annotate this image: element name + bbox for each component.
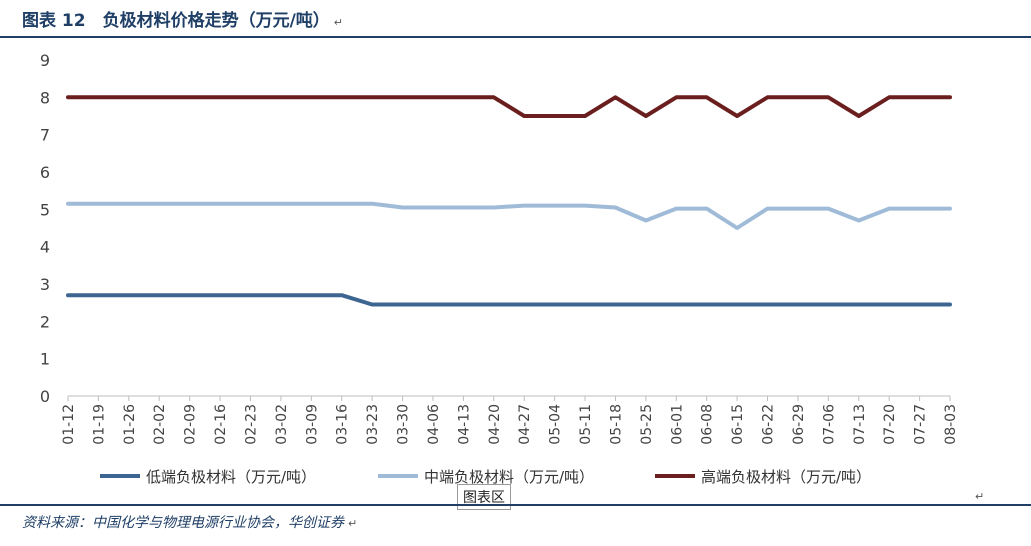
x-tick-label: 02-02	[152, 404, 168, 445]
x-tick-label: 06-29	[791, 404, 807, 445]
source-text: 资料来源：中国化学与物理电源行业协会，华创证券	[22, 515, 344, 531]
x-tick-label: 03-16	[335, 404, 351, 445]
axes	[67, 395, 951, 401]
x-tick-label: 07-06	[821, 404, 837, 445]
y-tick-label: 4	[40, 238, 50, 257]
series-lines	[66, 95, 952, 307]
y-tick-label: 5	[40, 200, 50, 219]
y-tick-label: 1	[40, 350, 50, 369]
y-tick-label: 0	[40, 387, 50, 406]
y-tick-label: 9	[40, 51, 50, 70]
x-tick-label: 06-15	[730, 404, 746, 445]
source-rule	[0, 504, 1031, 506]
y-tick-label: 6	[40, 163, 50, 182]
x-tick-label: 06-01	[669, 404, 685, 445]
x-tick-label: 04-06	[426, 404, 442, 445]
x-tick-label: 06-08	[700, 404, 716, 445]
x-tick-label: 03-30	[396, 404, 412, 445]
paragraph-mark: ↵	[333, 16, 344, 29]
x-tick-label: 04-13	[456, 404, 472, 445]
legend: 低端负极材料（万元/吨） 中端负极材料（万元/吨） 高端负极材料（万元/吨）	[100, 468, 871, 484]
legend-label-1: 中端负极材料（万元/吨）	[424, 468, 594, 484]
x-tick-label: 05-25	[639, 404, 655, 445]
x-tick-label: 05-11	[578, 404, 594, 445]
x-tick-label: 07-13	[852, 404, 868, 445]
x-tick-label: 03-23	[365, 404, 381, 445]
series-line-1	[66, 201, 952, 230]
x-tick-label: 04-20	[487, 404, 503, 445]
x-tick-label: 08-03	[943, 404, 959, 445]
figure-title-text: 图表 12 负极材料价格走势（万元/吨）	[22, 11, 330, 31]
chart-area-tooltip: 图表区	[457, 484, 511, 510]
y-tick-label: 3	[40, 275, 50, 294]
legend-label-0: 低端负极材料（万元/吨）	[146, 468, 316, 484]
x-tick-label: 04-27	[517, 404, 533, 445]
x-tick-label: 07-27	[913, 404, 929, 445]
y-tick-label: 7	[40, 126, 50, 145]
price-trend-chart: 0 1 2 3 4 5 6 7 8 9 01-12 01-19 01-26 02-02 02-09 02-1…	[40, 51, 959, 484]
source-paragraph-mark: ↵	[348, 517, 358, 530]
y-tick-label: 2	[40, 312, 50, 331]
series-line-0	[66, 293, 952, 307]
x-tick-label: 07-20	[882, 404, 898, 445]
x-tick-label: 01-19	[91, 404, 107, 445]
y-tick-labels: 0 1 2 3 4 5 6 7 8 9	[40, 51, 50, 406]
x-tick-label: 02-09	[183, 404, 199, 445]
x-tick-label: 05-18	[608, 404, 624, 445]
x-tick-label: 02-16	[213, 404, 229, 445]
x-tick-label: 01-26	[122, 404, 138, 445]
x-tick-label: 05-04	[548, 404, 564, 445]
x-tick-label: 03-09	[304, 404, 320, 445]
x-tick-label: 01-12	[61, 404, 77, 445]
paragraph-mark-right: ↵	[975, 490, 985, 503]
title-bar	[0, 0, 1031, 38]
source-note: 资料来源：中国化学与物理电源行业协会，华创证券 ↵	[22, 512, 357, 532]
legend-label-2: 高端负极材料（万元/吨）	[701, 468, 871, 484]
x-tick-label: 03-02	[274, 404, 290, 445]
x-tick-label: 06-22	[761, 404, 777, 445]
figure-title: 图表 12 负极材料价格走势（万元/吨） ↵	[22, 6, 343, 31]
series-line-2	[66, 95, 952, 118]
x-tick-label: 02-23	[243, 404, 259, 445]
y-tick-label: 8	[40, 88, 50, 107]
x-tick-labels: 01-12 01-19 01-26 02-02 02-09 02-16 02-23 03-02…	[61, 404, 959, 445]
